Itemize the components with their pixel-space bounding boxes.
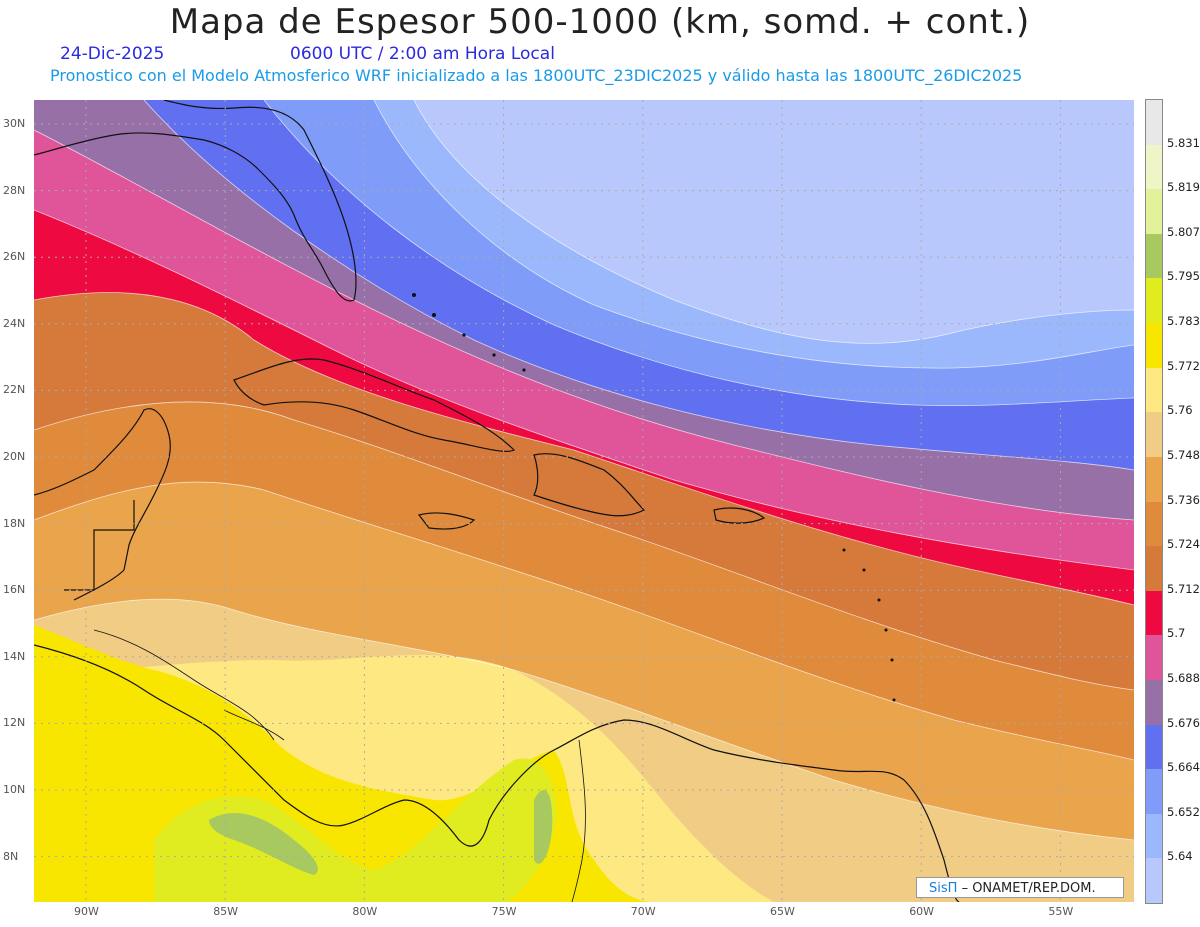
colorbar-label: 5.795 — [1167, 269, 1200, 284]
colorbar-segment — [1146, 189, 1162, 235]
lat-tick-label: 14N — [3, 649, 26, 663]
colorbar-label: 5.783 — [1167, 314, 1200, 329]
colorbar-label: 5.664 — [1167, 760, 1200, 775]
colorbar-label: 5.724 — [1167, 537, 1200, 552]
band-5807b — [534, 790, 553, 864]
coast-hispaniola — [533, 453, 646, 517]
lon-tick-label: 55W — [1048, 905, 1074, 918]
forecast-time: 0600 UTC / 2:00 am Hora Local — [290, 44, 555, 64]
lon-tick-label: 75W — [491, 905, 517, 918]
colorbar-segment — [1146, 635, 1162, 681]
colorbar-label: 5.64 — [1167, 849, 1193, 864]
lat-tick-label: 16N — [3, 583, 26, 597]
border-nicaragua — [223, 709, 285, 741]
colorbar-segment — [1146, 323, 1162, 369]
colorbar-label: 5.652 — [1167, 804, 1200, 819]
island-bahamas-2 — [432, 313, 436, 317]
colorbar-segment — [1146, 679, 1162, 726]
graticule — [34, 100, 1134, 902]
colorbar-label: 5.748 — [1167, 447, 1200, 462]
colorbar-segment — [1146, 813, 1162, 859]
island-lesser-antilles-2 — [862, 568, 866, 572]
colorbar-segment — [1146, 367, 1162, 413]
colorbar-label: 5.76 — [1167, 403, 1193, 418]
colorbar-segment — [1146, 412, 1162, 458]
lat-tick-label: 10N — [3, 783, 26, 796]
lon-tick-label: 60W — [909, 905, 935, 918]
lat-tick-label: 12N — [3, 716, 26, 730]
band-5795 — [154, 758, 557, 902]
colorbar-segment — [1146, 278, 1162, 324]
colorbar-label: 5.831 — [1167, 135, 1200, 150]
coast-central-south-america — [34, 644, 960, 902]
lat-tick-label: 30N — [3, 117, 26, 130]
coastlines — [34, 100, 960, 902]
lat-tick-label: 20N — [3, 450, 26, 463]
colorbar-segment — [1146, 100, 1162, 146]
island-bahamas-5 — [522, 368, 526, 372]
colorbar-label: 5.7 — [1167, 626, 1186, 641]
colorbar-segment — [1146, 590, 1162, 636]
forecast-date: 24-Dic-2025 — [60, 44, 165, 64]
lon-tick-label: 70W — [630, 905, 656, 918]
island-bahamas-3 — [462, 333, 466, 337]
colorbar-segment — [1146, 456, 1162, 502]
colorbar-label: 5.819 — [1167, 180, 1200, 195]
colorbar-label: 5.688 — [1167, 670, 1200, 685]
lon-tick-label: 65W — [770, 905, 795, 918]
lat-tick-label: 28N — [3, 183, 26, 197]
lon-tick-label: 90W — [74, 905, 99, 918]
island-lesser-antilles-1 — [842, 548, 846, 552]
islands — [412, 293, 896, 702]
map-title: Mapa de Espesor 500-1000 (km, somd. + co… — [169, 2, 1031, 42]
borders — [93, 629, 586, 902]
credit-text: – ONAMET/REP.DOM. — [961, 881, 1096, 896]
band-5807 — [209, 812, 318, 875]
lon-tick-label: 85W — [213, 905, 239, 918]
coast-puerto-rico — [713, 507, 766, 524]
lat-tick-label: 26N — [3, 250, 26, 264]
lat-tick-label: 24N — [3, 316, 26, 330]
lon-tick-label: 80W — [352, 905, 378, 918]
colorbar-label: 5.807 — [1167, 224, 1200, 239]
colorbar-segment — [1146, 858, 1162, 904]
coast-cuba — [233, 358, 516, 452]
island-lesser-antilles-6 — [892, 698, 896, 702]
thickness-map — [34, 100, 1134, 902]
colorbar-label: 5.736 — [1167, 492, 1200, 507]
colorbar-label: 5.676 — [1167, 715, 1200, 730]
coast-florida-gulf — [34, 100, 357, 302]
island-bahamas-1 — [412, 293, 416, 297]
island-lesser-antilles-5 — [890, 658, 894, 662]
colorbar-segment — [1146, 769, 1162, 815]
colorbar-label: 5.772 — [1167, 358, 1200, 373]
lat-tick-label: 22N — [3, 383, 26, 397]
border-colombia-venezuela — [571, 739, 586, 902]
colorbar-segment — [1146, 144, 1162, 190]
colorbar-label: 5.712 — [1167, 581, 1200, 596]
colorbar-segment — [1146, 724, 1162, 770]
colorbar-segment — [1146, 546, 1162, 592]
model-subtitle: Pronostico con el Modelo Atmosferico WRF… — [50, 66, 1023, 85]
credit-box: SisΠ – ONAMET/REP.DOM. — [916, 877, 1124, 898]
island-bahamas-4 — [492, 353, 496, 357]
colorbar-segment — [1146, 501, 1162, 547]
lat-tick-label: 8N — [3, 849, 19, 863]
colorbar-segment — [1146, 233, 1162, 279]
credit-brand: SisΠ — [929, 881, 958, 896]
border-honduras — [93, 629, 275, 741]
island-lesser-antilles-3 — [877, 598, 881, 602]
colorbar — [1145, 99, 1163, 904]
thickness-bands — [34, 100, 1134, 902]
lat-tick-label: 18N — [3, 516, 26, 530]
coast-jamaica — [417, 512, 476, 530]
coast-yucatan — [34, 408, 171, 601]
island-lesser-antilles-4 — [884, 628, 888, 632]
